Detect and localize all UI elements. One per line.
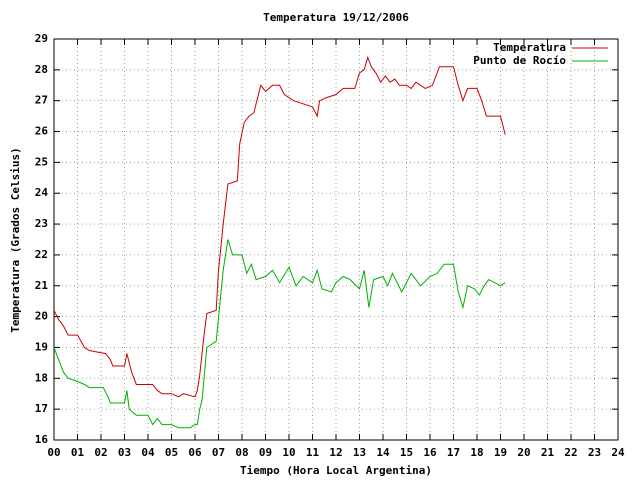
- y-tick-label: 22: [35, 248, 48, 261]
- x-tick-label: 05: [165, 446, 178, 459]
- x-tick-label: 20: [517, 446, 530, 459]
- x-tick-label: 22: [564, 446, 577, 459]
- x-tick-label: 23: [588, 446, 601, 459]
- x-tick-label: 13: [353, 446, 366, 459]
- y-tick-label: 20: [35, 310, 48, 323]
- x-tick-label: 15: [400, 446, 413, 459]
- y-tick-label: 16: [35, 433, 49, 446]
- x-axis-label: Tiempo (Hora Local Argentina): [240, 464, 432, 477]
- x-tick-label: 18: [470, 446, 483, 459]
- x-tick-label: 17: [447, 446, 460, 459]
- x-tick-label: 10: [282, 446, 295, 459]
- x-tick-label: 16: [423, 446, 437, 459]
- y-tick-label: 29: [35, 32, 48, 45]
- x-tick-label: 12: [329, 446, 342, 459]
- data-line: [53, 239, 506, 429]
- x-tick-label: 03: [118, 446, 131, 459]
- x-tick-label: 02: [94, 446, 107, 459]
- y-tick-label: 27: [35, 94, 48, 107]
- y-tick-label: 25: [35, 155, 48, 168]
- x-tick-label: 07: [212, 446, 225, 459]
- y-tick-label: 19: [35, 340, 48, 353]
- x-tick-label: 04: [141, 446, 155, 459]
- data-line: [53, 55, 506, 398]
- x-tick-label: 00: [47, 446, 60, 459]
- x-tick-label: 19: [494, 446, 507, 459]
- x-tick-label: 08: [235, 446, 248, 459]
- y-axis-label: Temperatura (Grados Celsius): [9, 147, 22, 332]
- x-tick-label: 14: [376, 446, 390, 459]
- x-tick-label: 21: [541, 446, 555, 459]
- x-tick-label: 06: [188, 446, 202, 459]
- y-tick-label: 17: [35, 402, 48, 415]
- y-tick-label: 28: [35, 63, 48, 76]
- legend-label: Punto de Rocío: [473, 54, 566, 67]
- y-tick-label: 18: [35, 371, 48, 384]
- x-tick-label: 01: [71, 446, 85, 459]
- y-tick-label: 26: [35, 125, 49, 138]
- y-tick-label: 24: [35, 186, 49, 199]
- x-tick-label: 24: [611, 446, 625, 459]
- y-tick-label: 21: [35, 279, 49, 292]
- x-tick-label: 09: [259, 446, 272, 459]
- y-tick-label: 23: [35, 217, 48, 230]
- legend-label: Temperatura: [493, 41, 566, 54]
- x-tick-label: 11: [306, 446, 320, 459]
- plot-frame: [53, 38, 619, 441]
- chart-title: Temperatura 19/12/2006: [263, 11, 409, 24]
